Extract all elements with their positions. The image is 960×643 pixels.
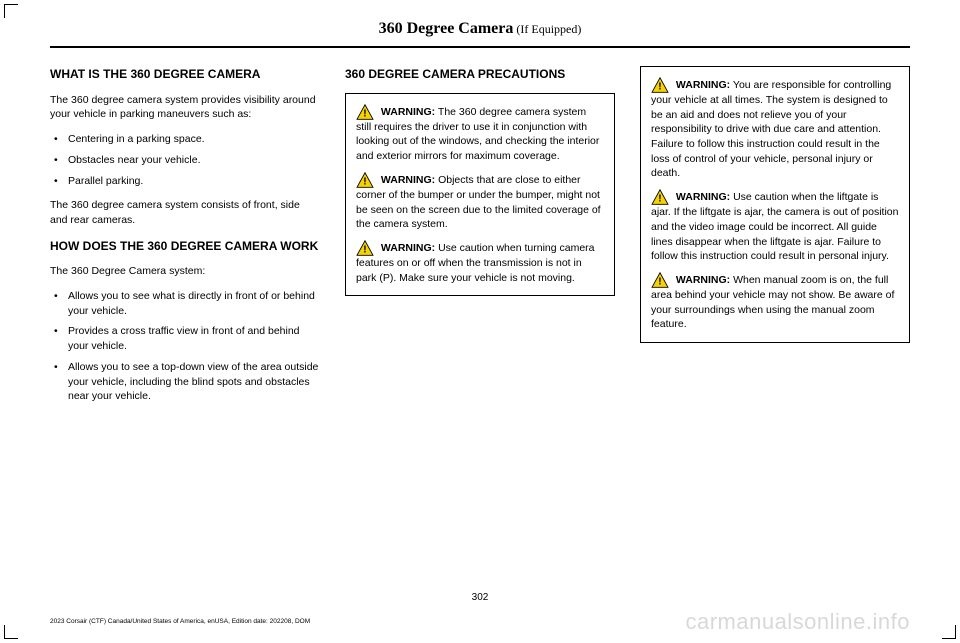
warning-triangle-icon: !: [356, 104, 374, 120]
consists-text: The 360 degree camera system consists of…: [50, 198, 320, 227]
svg-text:!: !: [363, 176, 366, 187]
svg-text:!: !: [658, 81, 661, 92]
features-list: Allows you to see what is directly in fr…: [50, 289, 320, 404]
warning-item: ! WARNING: Use caution when the liftgate…: [651, 189, 899, 264]
warning-item: ! WARNING: You are responsible for contr…: [651, 77, 899, 181]
svg-text:!: !: [363, 108, 366, 119]
warning-item: ! WARNING: Objects that are close to eit…: [356, 172, 604, 232]
list-item: Provides a cross traffic view in front o…: [50, 324, 320, 353]
content-area: WHAT IS THE 360 DEGREE CAMERA The 360 de…: [50, 66, 910, 414]
warning-item: ! WARNING: The 360 degree camera system …: [356, 104, 604, 164]
warning-text: You are responsible for controlling your…: [651, 79, 891, 180]
warning-box-1: ! WARNING: The 360 degree camera system …: [345, 93, 615, 297]
header-subtitle: (If Equipped): [513, 22, 581, 36]
warning-label: WARNING:: [676, 79, 730, 91]
column-2: 360 DEGREE CAMERA PRECAUTIONS ! WARNING:…: [345, 66, 615, 414]
header-title: 360 Degree Camera: [379, 20, 514, 37]
crop-mark-tl: [4, 4, 18, 18]
heading-what-is: WHAT IS THE 360 DEGREE CAMERA: [50, 66, 320, 83]
system-text: The 360 Degree Camera system:: [50, 264, 320, 279]
svg-text:!: !: [658, 193, 661, 204]
warning-triangle-icon: !: [651, 272, 669, 288]
warning-label: WARNING:: [381, 106, 435, 118]
warning-triangle-icon: !: [356, 240, 374, 256]
warning-item: ! WARNING: When manual zoom is on, the f…: [651, 272, 899, 332]
warning-label: WARNING:: [381, 242, 435, 254]
list-item: Allows you to see a top-down view of the…: [50, 360, 320, 404]
warning-triangle-icon: !: [651, 189, 669, 205]
list-item: Obstacles near your vehicle.: [50, 153, 320, 168]
crop-mark-br: [942, 625, 956, 639]
warning-label: WARNING:: [676, 191, 730, 203]
heading-precautions: 360 DEGREE CAMERA PRECAUTIONS: [345, 66, 615, 83]
svg-text:!: !: [658, 276, 661, 287]
warning-triangle-icon: !: [651, 77, 669, 93]
heading-how-work: HOW DOES THE 360 DEGREE CAMERA WORK: [50, 238, 320, 255]
list-item: Centering in a parking space.: [50, 132, 320, 147]
warning-label: WARNING:: [381, 174, 435, 186]
column-3: ! WARNING: You are responsible for contr…: [640, 66, 910, 414]
warning-item: ! WARNING: Use caution when turning came…: [356, 240, 604, 285]
page-number: 302: [472, 592, 489, 603]
svg-text:!: !: [363, 244, 366, 255]
watermark: carmanualsonline.info: [685, 609, 910, 635]
footer-meta: 2023 Corsair (CTF) Canada/United States …: [50, 618, 310, 625]
warning-box-2: ! WARNING: You are responsible for contr…: [640, 66, 910, 343]
page-header: 360 Degree Camera (If Equipped): [50, 20, 910, 48]
crop-mark-bl: [4, 625, 18, 639]
warning-triangle-icon: !: [356, 172, 374, 188]
warning-label: WARNING:: [676, 274, 730, 286]
list-item: Allows you to see what is directly in fr…: [50, 289, 320, 318]
maneuvers-list: Centering in a parking space. Obstacles …: [50, 132, 320, 188]
intro-text: The 360 degree camera system provides vi…: [50, 93, 320, 122]
list-item: Parallel parking.: [50, 174, 320, 189]
column-1: WHAT IS THE 360 DEGREE CAMERA The 360 de…: [50, 66, 320, 414]
